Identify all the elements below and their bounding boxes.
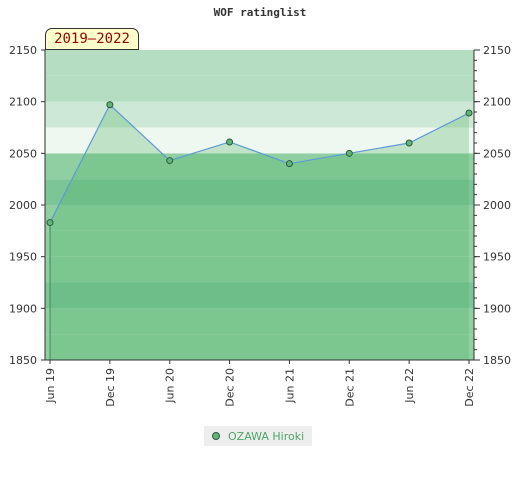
y-tick-label-right: 1850 xyxy=(483,354,511,367)
band-10 xyxy=(45,75,474,102)
band-3 xyxy=(45,256,474,283)
band-0 xyxy=(45,334,474,360)
y-tick-label-left: 1900 xyxy=(9,302,37,315)
x-tick-label: Jun 21 xyxy=(283,368,296,404)
y-tick-label-left: 1850 xyxy=(9,354,37,367)
y-tick-label-left: 2100 xyxy=(9,96,37,109)
data-point xyxy=(465,109,473,117)
band-2 xyxy=(45,282,474,309)
series-area xyxy=(50,104,469,361)
y-tick-label-right: 1950 xyxy=(483,251,511,264)
period-badge: 2019–2022 xyxy=(45,28,139,50)
x-tick-label: Jun 22 xyxy=(403,368,416,404)
data-points xyxy=(46,101,473,227)
y-tick-label-right: 1900 xyxy=(483,302,511,315)
band-4 xyxy=(45,230,474,257)
legend[interactable]: OZAWA Hiroki xyxy=(204,426,313,446)
legend-label: OZAWA Hiroki xyxy=(228,429,305,443)
chart-title: WOF ratinglist xyxy=(213,6,307,19)
background-bands xyxy=(45,50,474,360)
y-tick-label-left: 2150 xyxy=(9,44,37,57)
band-9 xyxy=(45,101,474,128)
data-point xyxy=(166,157,174,165)
y-tick-label-left: 2050 xyxy=(9,147,37,160)
x-tick-label: Dec 22 xyxy=(463,368,476,407)
x-tick-label: Jun 20 xyxy=(164,368,177,404)
x-tick-label: Dec 19 xyxy=(104,368,117,407)
band-6 xyxy=(45,179,474,205)
series-line xyxy=(49,103,470,223)
band-5 xyxy=(45,205,474,231)
data-point xyxy=(106,101,114,109)
data-point xyxy=(405,139,413,147)
y-tick-label-right: 2100 xyxy=(483,96,511,109)
x-tick-label: Dec 21 xyxy=(343,368,356,407)
data-point xyxy=(285,160,293,168)
y-tick-label-left: 1950 xyxy=(9,251,37,264)
area-layer xyxy=(49,103,470,361)
band-7 xyxy=(45,153,474,180)
y-tick-label-left: 2000 xyxy=(9,199,37,212)
y-tick-label-right: 2050 xyxy=(483,147,511,160)
x-tick-label: Jun 19 xyxy=(44,368,57,404)
data-point xyxy=(226,138,234,146)
legend-marker-icon xyxy=(212,432,220,440)
axes: 1850 1850 1900 1900 1950 1950 2000 2000 2050 2050… xyxy=(9,44,511,407)
data-point xyxy=(46,219,54,227)
band-11 xyxy=(45,50,474,76)
band-1 xyxy=(45,308,474,335)
data-point xyxy=(345,149,353,157)
band-8 xyxy=(45,127,474,154)
y-tick-label-right: 2000 xyxy=(483,199,511,212)
x-tick-label: Dec 20 xyxy=(224,368,237,407)
y-tick-label-right: 2150 xyxy=(483,44,511,57)
